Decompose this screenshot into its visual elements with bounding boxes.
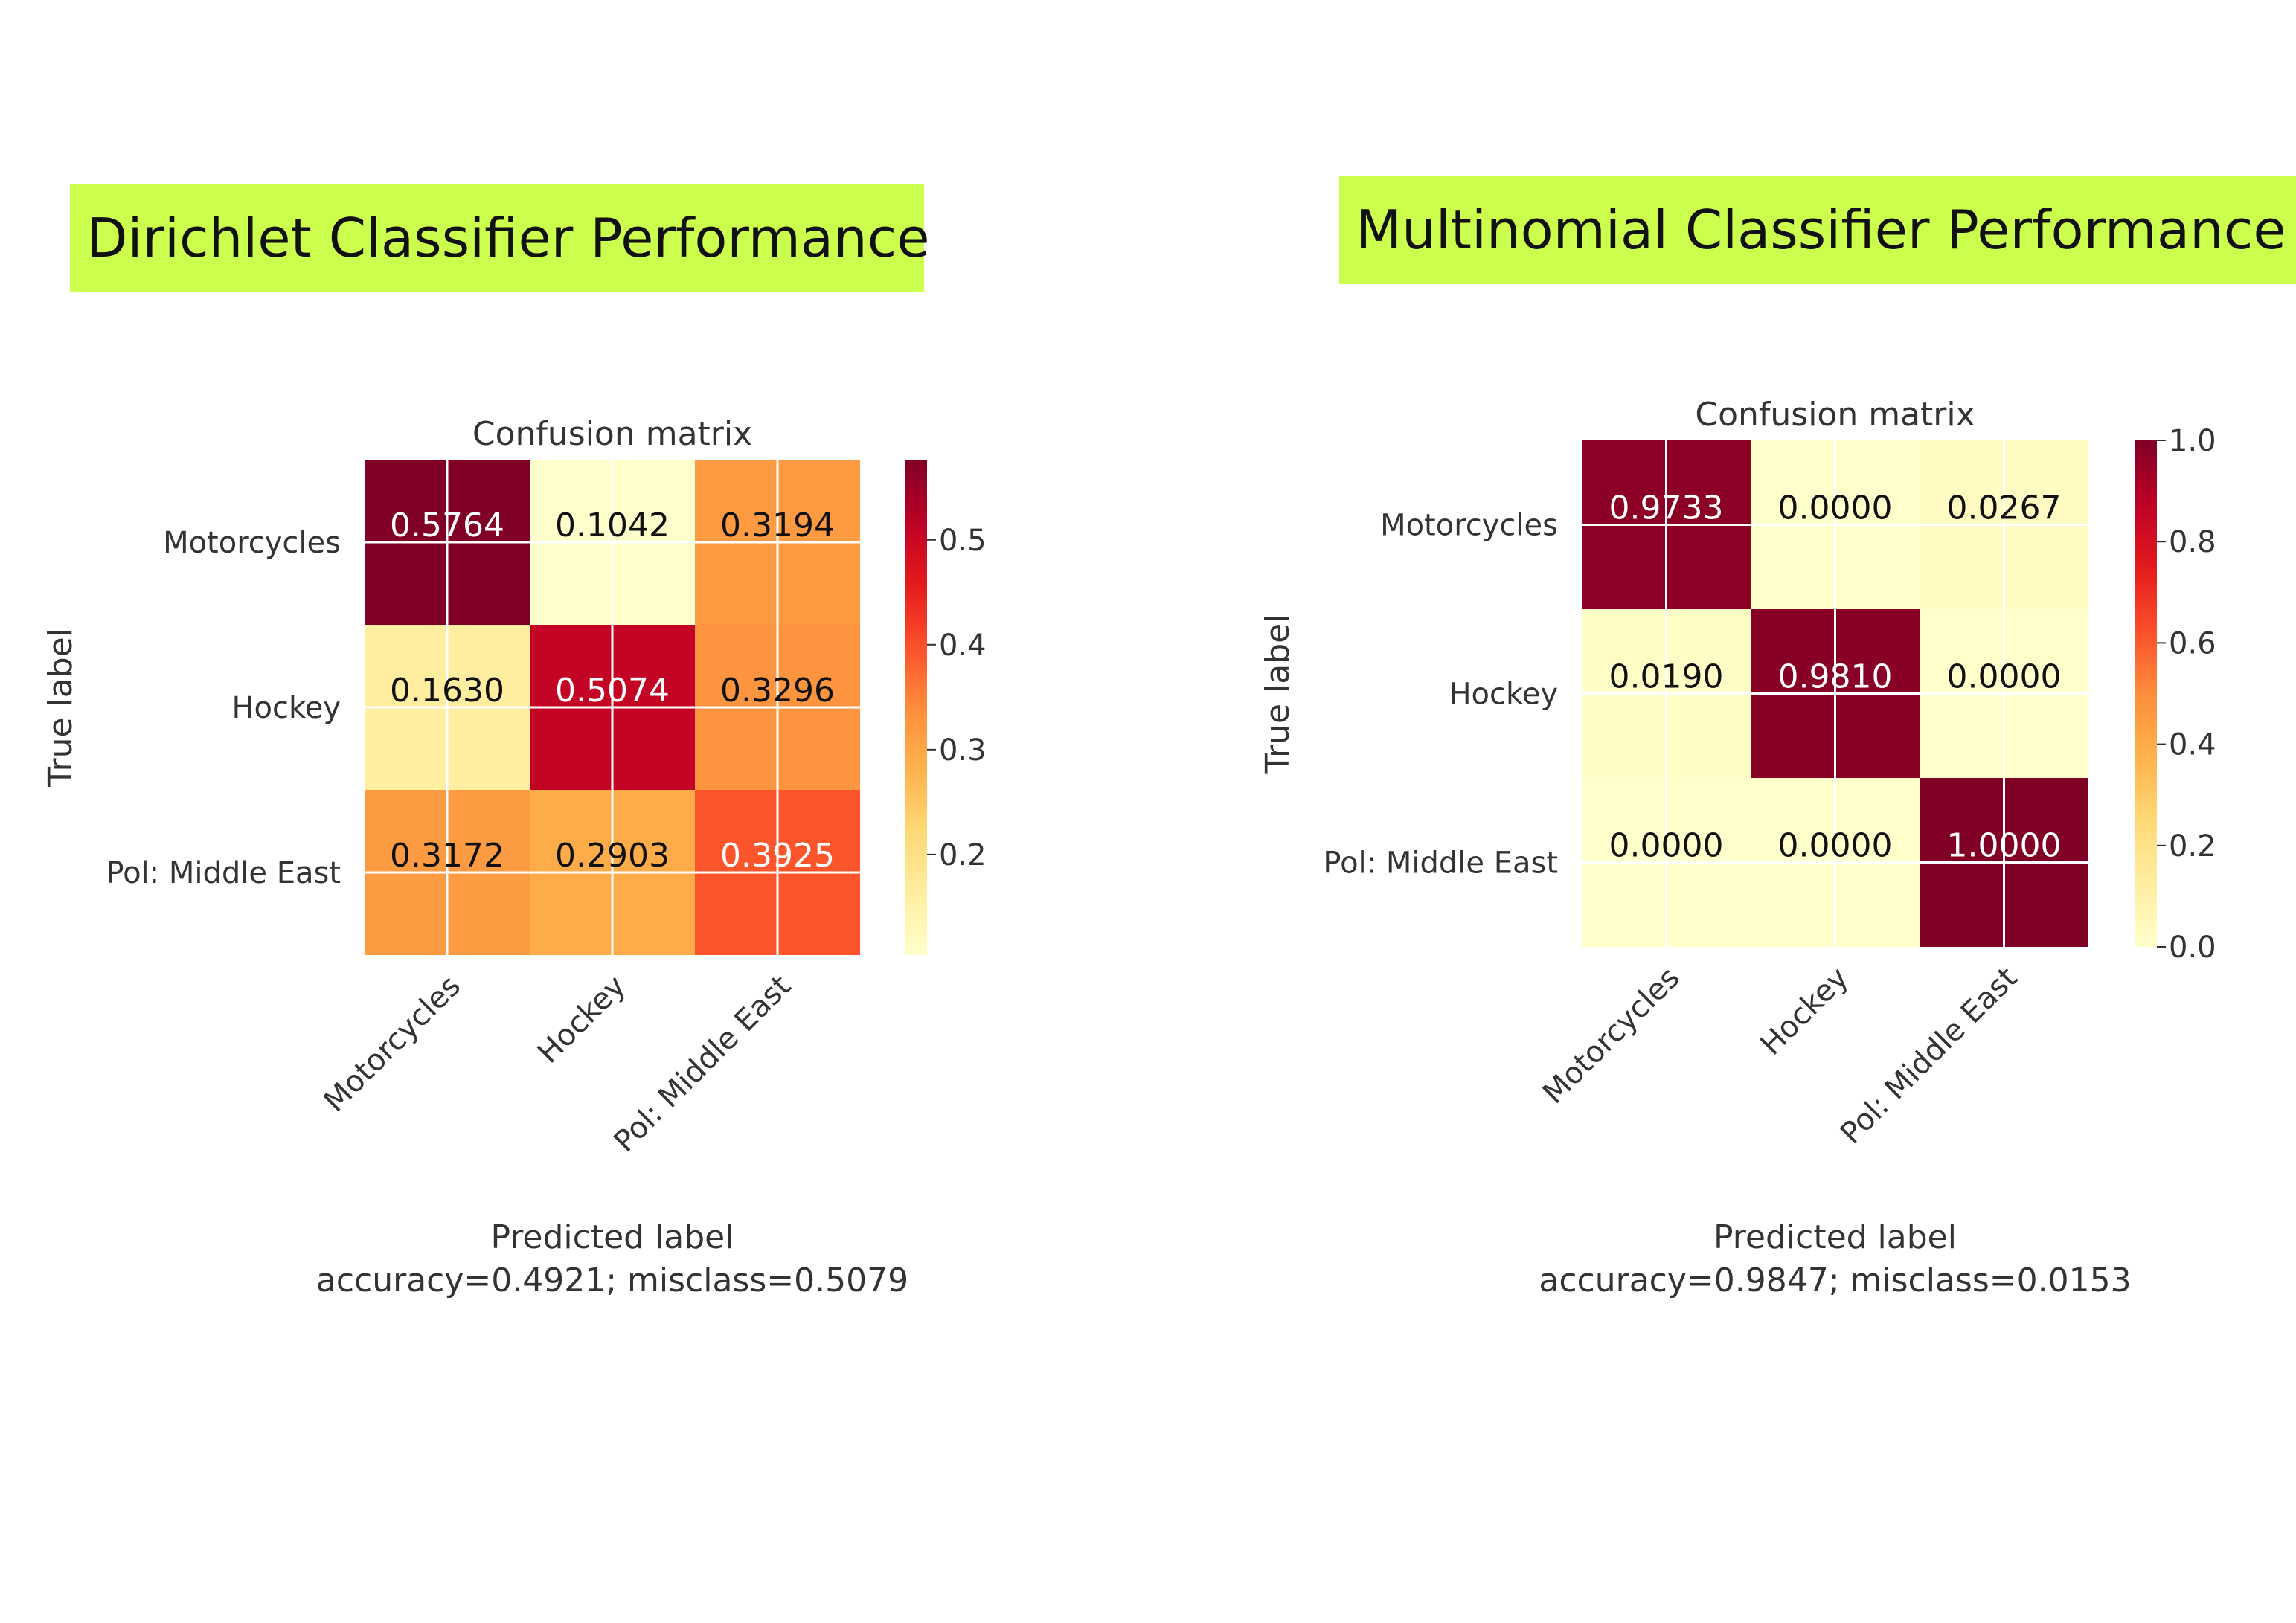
colorbar: [2135, 440, 2157, 947]
y-axis-label: True label: [1259, 614, 1297, 774]
colorbar-tick-label: 0.6: [2169, 626, 2216, 661]
cell-value-label: 0.0190: [1609, 658, 1724, 696]
colorbar-tick-label: 0.3: [939, 733, 987, 768]
x-axis-label: Predicted label: [1713, 1218, 1957, 1256]
cell-value-label: 0.3172: [390, 837, 504, 875]
dirichlet-confusion-matrix: 0.5764 0.1042 0.3194 0.1630 0.5074 0.3296 0.31…: [42, 415, 987, 1299]
row-tick-label: Motorcycles: [1380, 509, 1558, 543]
accuracy-footer: accuracy=0.4921; misclass=0.5079: [316, 1262, 908, 1299]
cell-value-label: 0.0000: [1947, 658, 2062, 696]
row-tick-label: Motorcycles: [163, 526, 341, 560]
colorbar-tick-label: 0.4: [939, 629, 987, 663]
cell-value-label: 0.0000: [1778, 489, 1893, 527]
x-axis-label: Predicted label: [491, 1218, 734, 1256]
col-tick-label: Motorcycles: [1536, 961, 1686, 1111]
cell-value-label: 0.1042: [555, 507, 670, 544]
colorbar-tick-label: 0.2: [939, 838, 987, 872]
row-tick-label: Hockey: [1449, 678, 1558, 712]
cell-value-label: 0.5074: [555, 672, 670, 710]
row-tick-label: Pol: Middle East: [106, 856, 341, 890]
colorbar-tick-label: 0.5: [939, 524, 987, 558]
cell-value-label: 0.0267: [1947, 489, 2062, 527]
multinomial-banner-title: Multinomial Classifier Performance: [1356, 199, 2286, 261]
accuracy-footer: accuracy=0.9847; misclass=0.0153: [1539, 1262, 2131, 1299]
cell-value-label: 1.0000: [1947, 827, 2062, 865]
row-tick-label: Hockey: [231, 691, 341, 725]
cell-value-label: 0.0000: [1609, 827, 1724, 865]
cell-value-label: 0.2903: [555, 837, 670, 875]
colorbar-tick-label: 0.8: [2169, 525, 2216, 559]
cell-value-label: 0.5764: [390, 507, 504, 544]
colorbar-tick-label: 1.0: [2169, 424, 2216, 458]
colorbar: [905, 460, 927, 955]
colorbar-tick-label: 0.0: [2169, 931, 2216, 965]
row-tick-label: Pol: Middle East: [1323, 846, 1558, 881]
chart-title: Confusion matrix: [472, 415, 752, 453]
col-tick-label: Hockey: [1754, 961, 1855, 1062]
cell-value-label: 0.3194: [720, 507, 835, 544]
colorbar-tick-label: 0.2: [2169, 829, 2216, 864]
col-tick-label: Pol: Middle East: [1834, 961, 2024, 1151]
col-tick-label: Pol: Middle East: [607, 969, 798, 1160]
cell-value-label: 0.3296: [720, 672, 835, 710]
cell-value-label: 0.9733: [1609, 489, 1724, 527]
col-tick-label: Motorcycles: [318, 969, 467, 1119]
cell-value-label: 0.0000: [1778, 827, 1893, 865]
chart-title: Confusion matrix: [1695, 396, 1975, 434]
colorbar-tick-label: 0.4: [2169, 728, 2216, 762]
col-tick-label: Hockey: [531, 969, 632, 1070]
cell-value-label: 0.9810: [1778, 658, 1893, 696]
cell-value-label: 0.3925: [720, 837, 835, 875]
multinomial-banner: Multinomial Classifier Performance: [1339, 176, 2296, 284]
y-axis-label: True label: [42, 628, 80, 788]
dirichlet-banner: Dirichlet Classifier Performance: [70, 184, 930, 292]
cell-value-label: 0.1630: [390, 672, 504, 710]
dirichlet-banner-title: Dirichlet Classifier Performance: [86, 207, 930, 269]
